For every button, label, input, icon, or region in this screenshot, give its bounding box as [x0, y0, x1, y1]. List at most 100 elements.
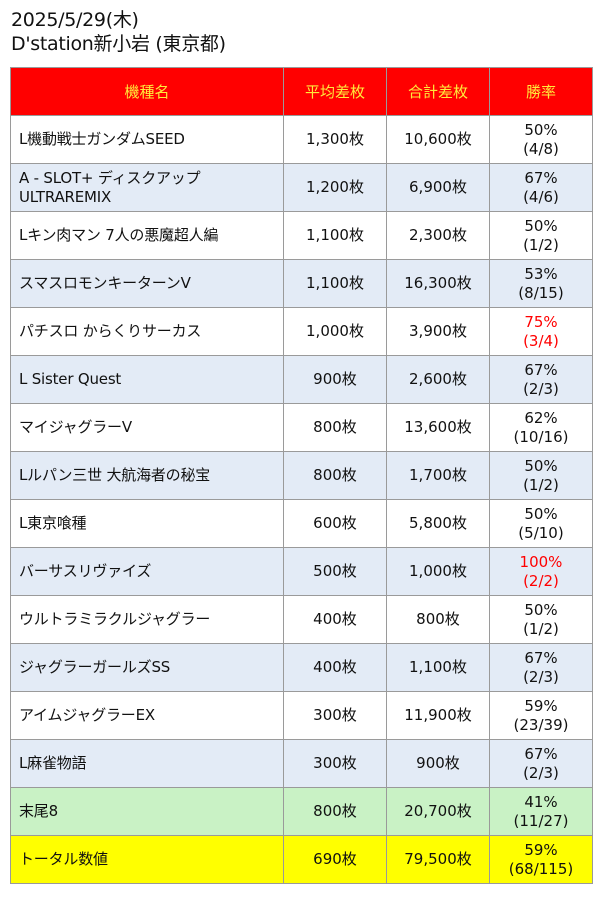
win-percent: 75% — [524, 312, 558, 331]
win-rate: 50% (1/2) — [489, 595, 593, 644]
win-ratio: (1/2) — [523, 235, 559, 254]
win-percent: 100% — [519, 552, 563, 571]
table-row: マイジャグラーV 800枚 13,600枚 62% (10/16) — [10, 403, 593, 452]
win-rate: 50% (5/10) — [489, 499, 593, 548]
total-diff: 79,500枚 — [386, 835, 490, 884]
win-rate: 75% (3/4) — [489, 307, 593, 356]
machine-name: L東京喰種 — [10, 499, 284, 548]
machine-name: アイムジャグラーEX — [10, 691, 284, 740]
table-row: L東京喰種 600枚 5,800枚 50% (5/10) — [10, 499, 593, 548]
win-ratio: (4/6) — [523, 187, 559, 206]
win-ratio: (23/39) — [513, 715, 569, 734]
win-ratio: (1/2) — [523, 619, 559, 638]
total-diff: 11,900枚 — [386, 691, 490, 740]
win-rate: 67% (2/3) — [489, 643, 593, 692]
machine-name: ウルトラミラクルジャグラー — [10, 595, 284, 644]
table-row: パチスロ からくりサーカス 1,000枚 3,900枚 75% (3/4) — [10, 307, 593, 356]
table-row: ジャグラーガールズSS 400枚 1,100枚 67% (2/3) — [10, 643, 593, 692]
table-row: スマスロモンキーターンV 1,100枚 16,300枚 53% (8/15) — [10, 259, 593, 308]
win-ratio: (8/15) — [518, 283, 564, 302]
average-diff: 1,100枚 — [283, 211, 387, 260]
store-title: D'station新小岩 (東京都) — [11, 33, 226, 55]
win-ratio: (68/115) — [508, 859, 574, 878]
win-rate: 59% (68/115) — [489, 835, 593, 884]
machine-name: L麻雀物語 — [10, 739, 284, 788]
table-row: バーサスリヴァイズ 500枚 1,000枚 100% (2/2) — [10, 547, 593, 596]
win-percent: 67% — [524, 360, 558, 379]
win-ratio: (2/3) — [523, 379, 559, 398]
average-diff: 500枚 — [283, 547, 387, 596]
win-rate: 62% (10/16) — [489, 403, 593, 452]
win-rate: 100% (2/2) — [489, 547, 593, 596]
win-ratio: (2/3) — [523, 667, 559, 686]
average-diff: 1,000枚 — [283, 307, 387, 356]
win-ratio: (11/27) — [513, 811, 569, 830]
machine-name: バーサスリヴァイズ — [10, 547, 284, 596]
total-diff: 3,900枚 — [386, 307, 490, 356]
table-row: L麻雀物語 300枚 900枚 67% (2/3) — [10, 739, 593, 788]
average-diff: 600枚 — [283, 499, 387, 548]
column-header-average: 平均差枚 — [283, 67, 387, 116]
win-percent: 67% — [524, 744, 558, 763]
win-percent: 41% — [524, 792, 558, 811]
average-diff: 800枚 — [283, 451, 387, 500]
average-diff: 400枚 — [283, 643, 387, 692]
win-ratio: (4/8) — [523, 139, 559, 158]
win-percent: 53% — [524, 264, 558, 283]
table-row: ウルトラミラクルジャグラー 400枚 800枚 50% (1/2) — [10, 595, 593, 644]
win-rate: 53% (8/15) — [489, 259, 593, 308]
win-percent: 50% — [524, 600, 558, 619]
table-row: アイムジャグラーEX 300枚 11,900枚 59% (23/39) — [10, 691, 593, 740]
win-rate: 50% (1/2) — [489, 451, 593, 500]
average-diff: 1,200枚 — [283, 163, 387, 212]
date-title: 2025/5/29(木) — [11, 9, 139, 31]
win-rate: 67% (2/3) — [489, 739, 593, 788]
total-diff: 16,300枚 — [386, 259, 490, 308]
total-diff: 2,300枚 — [386, 211, 490, 260]
win-percent: 50% — [524, 216, 558, 235]
total-diff: 1,000枚 — [386, 547, 490, 596]
machine-name: L Sister Quest — [10, 355, 284, 404]
win-ratio: (10/16) — [513, 427, 569, 446]
total-diff: 800枚 — [386, 595, 490, 644]
win-rate: 67% (2/3) — [489, 355, 593, 404]
total-diff: 1,700枚 — [386, 451, 490, 500]
win-percent: 67% — [524, 648, 558, 667]
machine-name: 末尾8 — [10, 787, 284, 836]
win-rate: 59% (23/39) — [489, 691, 593, 740]
table-row: Lキン肉マン 7人の悪魔超人編 1,100枚 2,300枚 50% (1/2) — [10, 211, 593, 260]
win-percent: 50% — [524, 120, 558, 139]
win-rate: 50% (4/8) — [489, 115, 593, 164]
win-percent: 50% — [524, 456, 558, 475]
total-diff: 10,600枚 — [386, 115, 490, 164]
total-diff: 20,700枚 — [386, 787, 490, 836]
total-diff: 5,800枚 — [386, 499, 490, 548]
page-header: 2025/5/29(木) D'station新小岩 (東京都) — [11, 8, 591, 56]
win-percent: 50% — [524, 504, 558, 523]
average-diff: 1,300枚 — [283, 115, 387, 164]
win-percent: 59% — [524, 840, 558, 859]
average-diff: 1,100枚 — [283, 259, 387, 308]
machine-name: ジャグラーガールズSS — [10, 643, 284, 692]
total-diff: 6,900枚 — [386, 163, 490, 212]
win-ratio: (3/4) — [523, 331, 559, 350]
total-diff: 2,600枚 — [386, 355, 490, 404]
win-rate: 50% (1/2) — [489, 211, 593, 260]
digit-summary-row: 末尾8 800枚 20,700枚 41% (11/27) — [10, 787, 593, 836]
table-header-row: 機種名 平均差枚 合計差枚 勝率 — [10, 67, 593, 116]
average-diff: 800枚 — [283, 403, 387, 452]
win-percent: 62% — [524, 408, 558, 427]
machine-name: Lルパン三世 大航海者の秘宝 — [10, 451, 284, 500]
win-percent: 59% — [524, 696, 558, 715]
machine-name: パチスロ からくりサーカス — [10, 307, 284, 356]
total-row: トータル数値 690枚 79,500枚 59% (68/115) — [10, 835, 593, 884]
results-table: 機種名 平均差枚 合計差枚 勝率 L機動戦士ガンダムSEED 1,300枚 10… — [10, 67, 593, 884]
average-diff: 300枚 — [283, 739, 387, 788]
machine-name: マイジャグラーV — [10, 403, 284, 452]
table-row: L機動戦士ガンダムSEED 1,300枚 10,600枚 50% (4/8) — [10, 115, 593, 164]
win-percent: 67% — [524, 168, 558, 187]
average-diff: 400枚 — [283, 595, 387, 644]
table-row: A - SLOT+ ディスクアップ ULTRAREMIX 1,200枚 6,90… — [10, 163, 593, 212]
average-diff: 690枚 — [283, 835, 387, 884]
table-row: Lルパン三世 大航海者の秘宝 800枚 1,700枚 50% (1/2) — [10, 451, 593, 500]
